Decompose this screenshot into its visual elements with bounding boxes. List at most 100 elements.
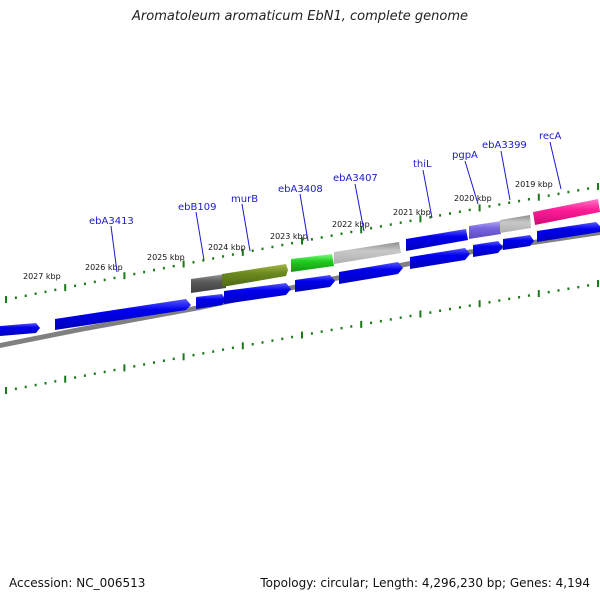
minor-tick — [14, 296, 17, 299]
leader-line — [241, 203, 251, 252]
minor-tick — [93, 280, 96, 284]
gene-arrow — [191, 274, 226, 293]
gene-arrow — [196, 294, 226, 309]
minor-tick — [518, 199, 521, 203]
gene-arrow — [224, 283, 291, 304]
minor-tick — [261, 341, 264, 344]
outer-tick-scale — [5, 183, 599, 303]
major-tick — [241, 342, 244, 350]
minor-tick — [389, 318, 392, 321]
minor-tick — [54, 380, 57, 383]
minor-tick — [330, 234, 333, 237]
topology-text: Topology: circular; Length: 4,296,230 bp… — [260, 576, 590, 590]
gene-arrow — [295, 275, 335, 292]
scale-label: 2022 kbp — [332, 220, 370, 229]
minor-tick — [251, 249, 254, 252]
minor-tick — [370, 226, 373, 230]
major-tick — [123, 272, 126, 280]
minor-tick — [103, 370, 106, 374]
minor-tick — [449, 307, 451, 311]
minor-tick — [518, 296, 521, 299]
gene-arrow — [291, 254, 334, 272]
minor-tick — [340, 326, 343, 330]
minor-tick — [547, 290, 550, 294]
leader-line — [549, 141, 562, 190]
gene-arrow — [222, 264, 288, 287]
minor-tick — [133, 365, 136, 368]
minor-tick — [113, 276, 116, 280]
leader-line — [195, 211, 205, 261]
minor-tick — [251, 343, 254, 346]
gene-label-pgpA: pgpA — [452, 150, 478, 161]
minor-tick — [143, 363, 146, 366]
minor-tick — [14, 387, 17, 391]
minor-tick — [192, 261, 195, 264]
minor-tick — [212, 350, 215, 353]
genome-backbone — [0, 230, 600, 348]
minor-tick — [143, 270, 146, 274]
major-tick — [123, 364, 126, 372]
leader-line — [354, 183, 365, 232]
minor-tick — [153, 361, 155, 364]
minor-tick — [202, 352, 205, 355]
scale-label: 2020 kbp — [454, 194, 492, 203]
minor-tick — [429, 216, 432, 219]
minor-tick — [222, 255, 225, 258]
scale-label: 2023 kbp — [270, 232, 308, 241]
gene-arrow — [503, 235, 534, 250]
minor-tick — [93, 372, 96, 375]
major-tick — [241, 248, 244, 256]
gene-label-ebA3399: ebA3399 — [482, 140, 527, 151]
minor-tick — [291, 335, 294, 339]
minor-tick — [399, 221, 402, 224]
minor-tick — [557, 192, 560, 196]
minor-tick — [449, 212, 451, 215]
minor-tick — [567, 287, 570, 290]
upper-strand-genes — [191, 199, 600, 293]
major-tick — [478, 300, 481, 308]
major-tick — [419, 310, 422, 318]
minor-tick — [231, 253, 234, 256]
minor-tick — [577, 189, 580, 192]
minor-tick — [350, 230, 353, 234]
minor-tick — [320, 236, 323, 239]
minor-tick — [153, 268, 155, 272]
minor-tick — [212, 257, 215, 260]
minor-tick — [24, 385, 27, 389]
scale-label: 2024 kbp — [208, 243, 246, 252]
minor-tick — [330, 328, 333, 332]
minor-tick — [310, 238, 313, 241]
gene-arrow — [410, 248, 470, 269]
lower-strand-genes — [0, 222, 600, 336]
minor-tick — [133, 272, 136, 276]
minor-tick — [44, 382, 47, 385]
minor-tick — [409, 219, 412, 223]
major-tick — [537, 193, 540, 201]
major-tick — [301, 331, 303, 339]
minor-tick — [34, 383, 37, 387]
minor-tick — [498, 203, 501, 206]
minor-tick — [340, 232, 343, 235]
major-tick — [5, 296, 7, 303]
scale-label: 2021 kbp — [393, 208, 431, 217]
minor-tick — [587, 284, 590, 287]
scale-label: 2025 kbp — [147, 253, 185, 262]
minor-tick — [271, 339, 274, 342]
minor-tick — [162, 359, 165, 362]
minor-tick — [103, 278, 106, 282]
minor-tick — [44, 290, 47, 294]
gene-label-ebB109: ebB109 — [178, 202, 216, 213]
major-tick — [537, 290, 540, 298]
minor-tick — [350, 325, 353, 328]
leader-line — [500, 150, 511, 201]
minor-tick — [389, 223, 392, 226]
minor-tick — [399, 316, 402, 319]
major-tick — [301, 237, 303, 245]
minor-tick — [527, 294, 530, 297]
gene-arrow — [334, 242, 401, 264]
major-tick — [360, 226, 363, 234]
major-tick — [182, 353, 185, 361]
gene-label-recA: recA — [539, 131, 562, 142]
leader-line — [422, 169, 433, 219]
minor-tick — [458, 306, 461, 309]
